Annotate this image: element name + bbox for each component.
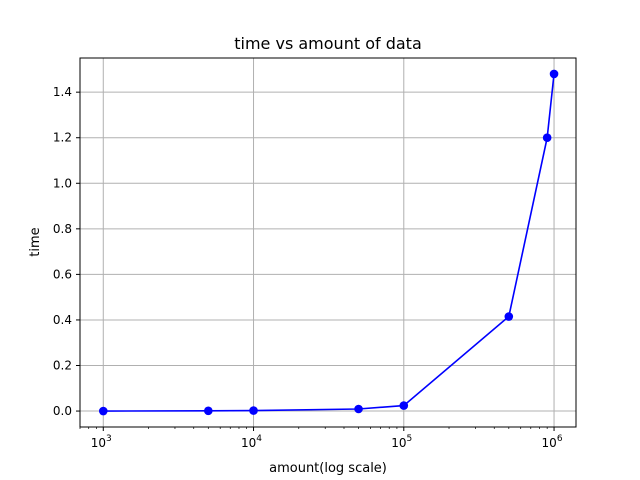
data-point (542, 133, 552, 143)
y-tick-label: 1.4 (53, 85, 72, 99)
data-point (399, 401, 409, 410)
data-point (98, 406, 108, 416)
y-tick-label: 0.6 (53, 267, 72, 281)
y-tick-label: 0.8 (53, 222, 72, 236)
data-point (549, 69, 559, 79)
y-tick-label: 1.2 (53, 131, 72, 145)
x-axis-label: amount(log scale) (269, 461, 387, 476)
x-tick-label: 104 (241, 434, 262, 450)
data-point (203, 406, 213, 416)
data-point (504, 312, 514, 321)
series (98, 69, 559, 416)
series-line (103, 73, 555, 412)
grid (80, 58, 576, 427)
x-tick-label: 106 (542, 434, 563, 450)
data-point (249, 406, 258, 415)
y-axis-label: time (28, 227, 43, 256)
axis-ticks: 103 104 105 106 0.0 0.2 0.4 0.6 0.8 1.0 1.2 1.4 (53, 85, 563, 450)
y-tick-label: 0.4 (53, 313, 72, 327)
data-point (354, 404, 363, 414)
chart-title: time vs amount of data (234, 34, 422, 53)
y-tick-label: 0.2 (53, 359, 72, 373)
x-tick-label: 103 (91, 434, 112, 450)
plot-frame (79, 57, 577, 428)
y-tick-label: 1.0 (53, 176, 72, 190)
x-tick-label: 105 (391, 434, 412, 450)
y-tick-label: 0.0 (53, 404, 72, 418)
minor-ticks (79, 427, 548, 429)
